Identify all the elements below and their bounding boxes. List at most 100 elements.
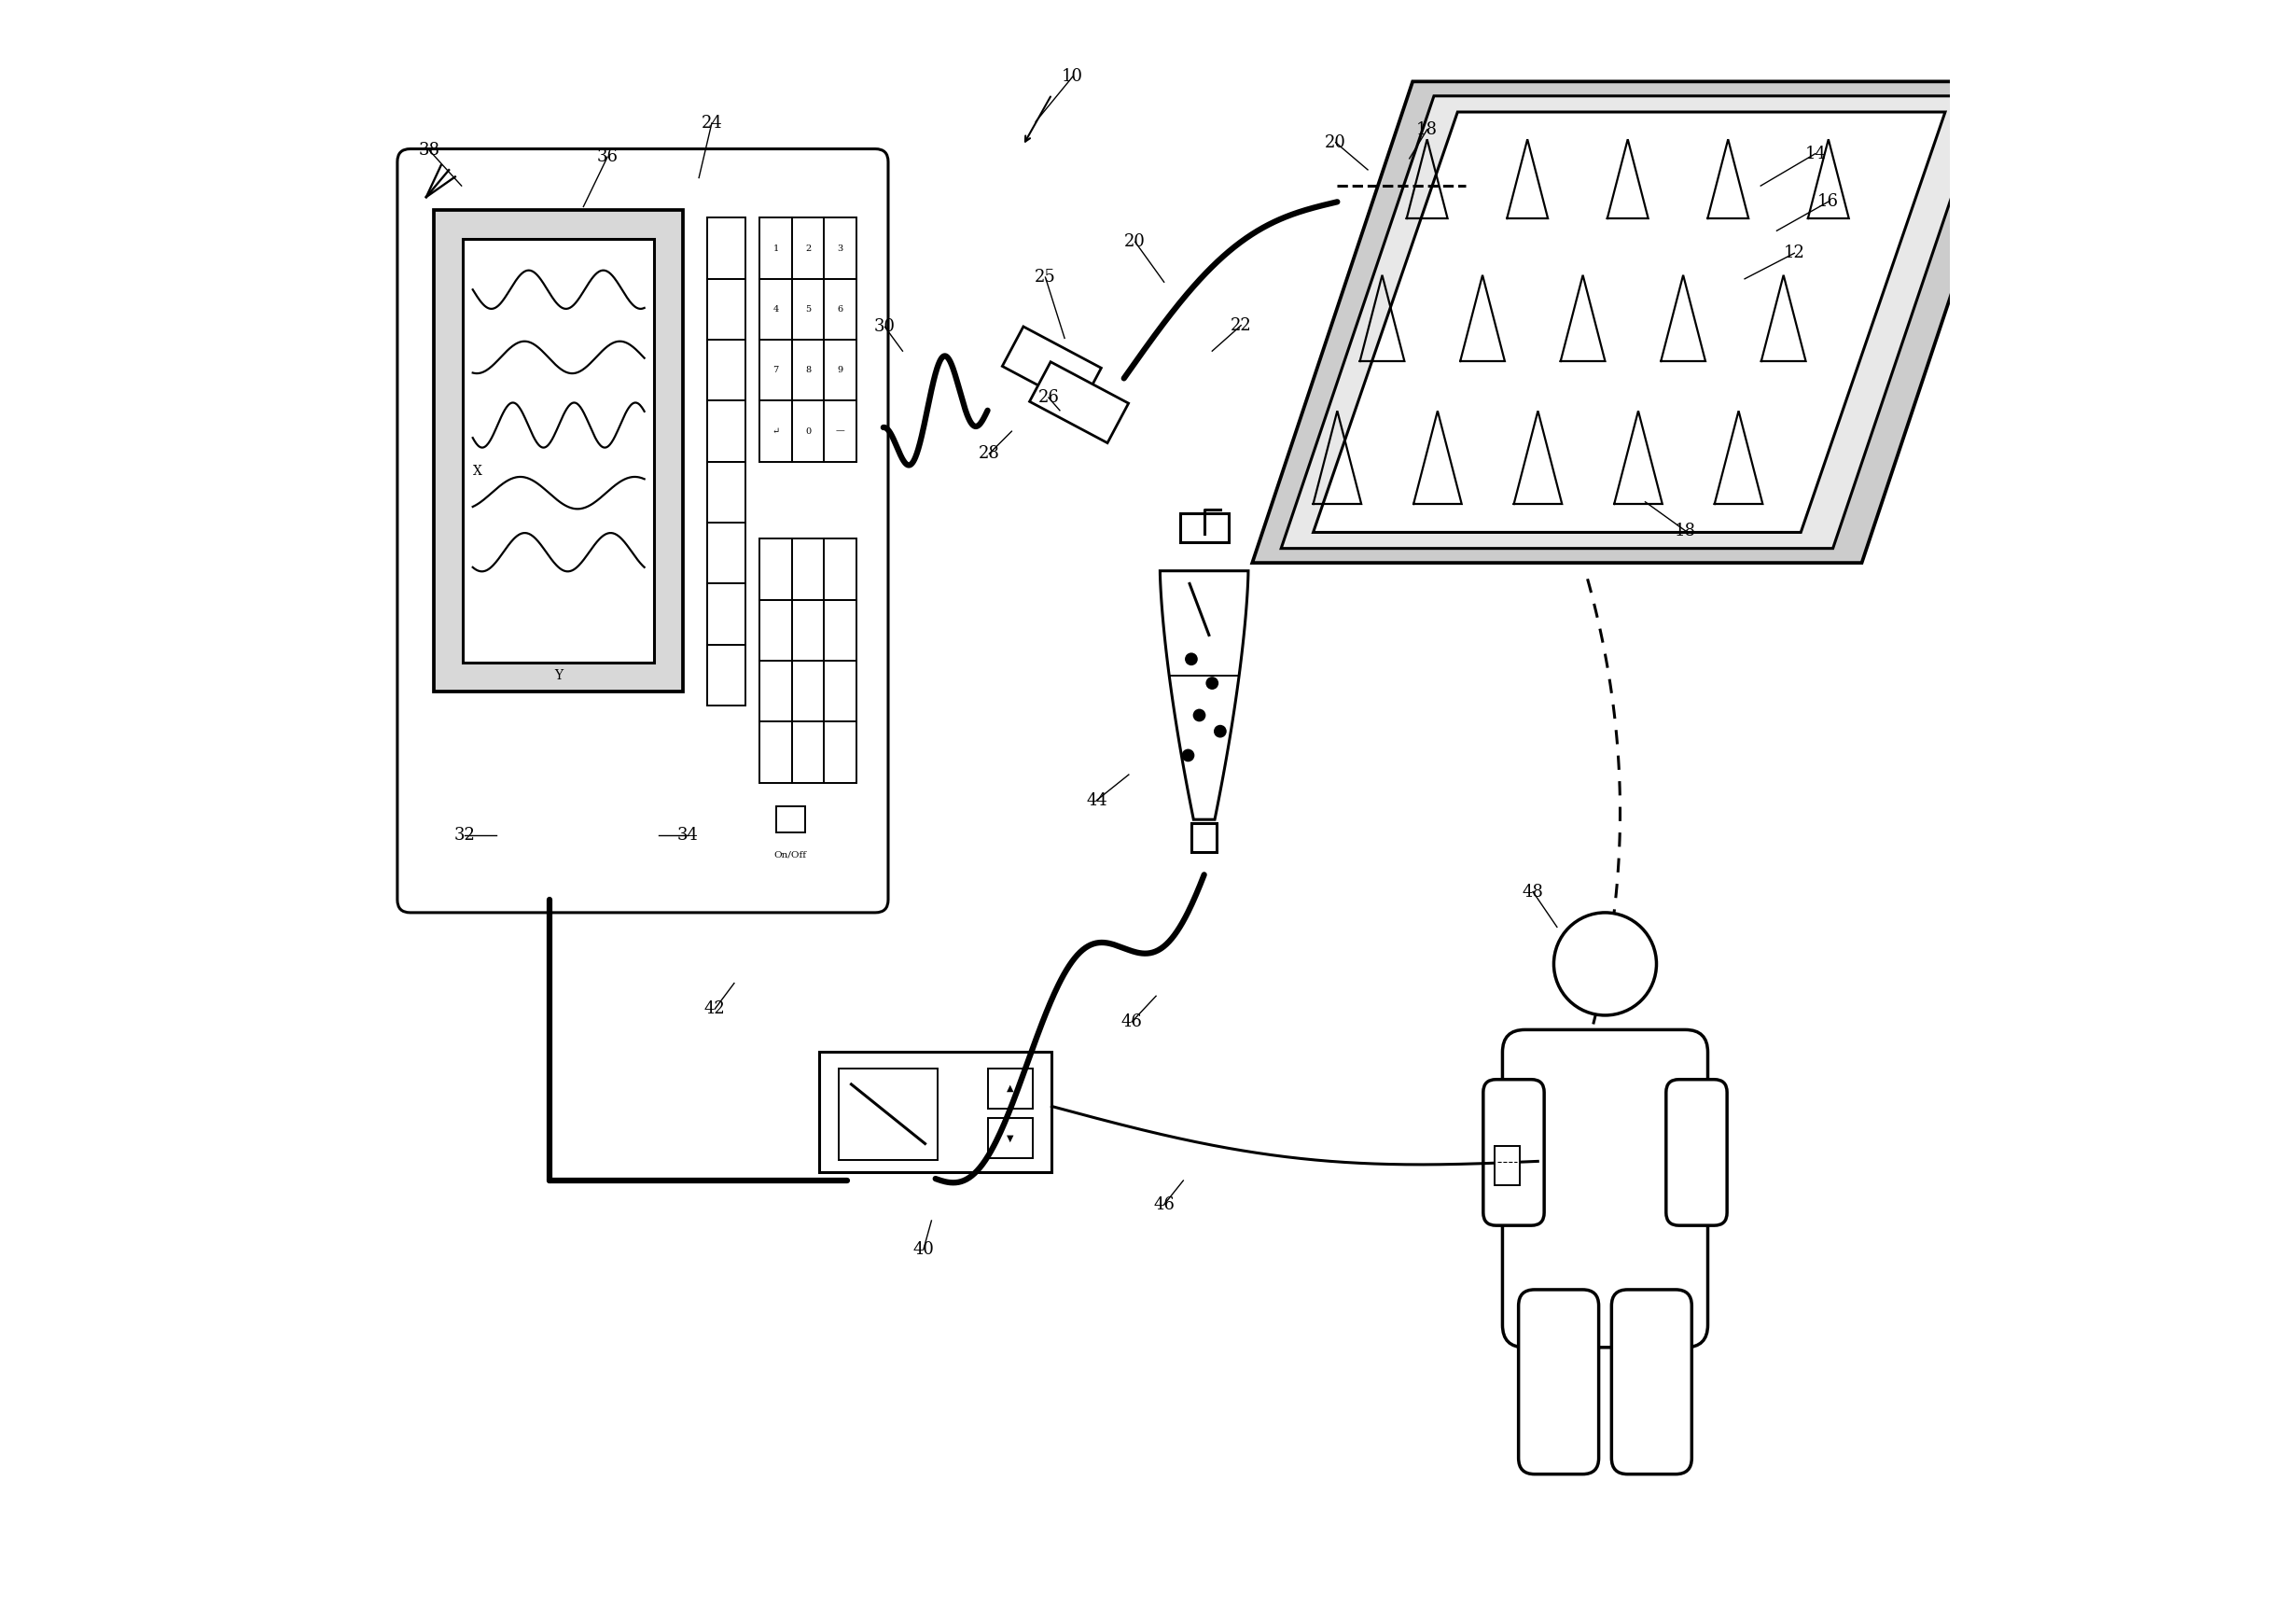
Text: 10: 10 bbox=[1061, 69, 1084, 85]
Bar bbox=[792, 219, 824, 280]
Text: ▼: ▼ bbox=[1006, 1133, 1013, 1143]
Circle shape bbox=[1182, 749, 1194, 762]
Text: 25: 25 bbox=[1035, 268, 1056, 286]
Bar bbox=[776, 807, 806, 832]
Text: 0: 0 bbox=[806, 427, 810, 435]
FancyBboxPatch shape bbox=[1502, 1030, 1708, 1347]
Bar bbox=[760, 219, 792, 280]
Text: ▲: ▲ bbox=[1006, 1083, 1013, 1093]
Text: X: X bbox=[473, 464, 482, 477]
Bar bbox=[707, 339, 746, 400]
Text: Y: Y bbox=[553, 670, 563, 683]
Bar bbox=[707, 644, 746, 705]
Text: 40: 40 bbox=[914, 1241, 934, 1258]
Bar bbox=[792, 660, 824, 722]
Bar bbox=[707, 400, 746, 461]
Text: 46: 46 bbox=[1153, 1196, 1176, 1213]
Polygon shape bbox=[1281, 96, 1986, 548]
Bar bbox=[987, 1069, 1033, 1109]
Polygon shape bbox=[1313, 112, 1945, 532]
Text: 4: 4 bbox=[774, 305, 778, 313]
Text: 3: 3 bbox=[838, 244, 843, 252]
Text: 32: 32 bbox=[455, 828, 475, 844]
Bar bbox=[760, 339, 792, 400]
Text: 26: 26 bbox=[1038, 389, 1058, 407]
Bar bbox=[1192, 823, 1217, 852]
FancyBboxPatch shape bbox=[397, 149, 889, 913]
Text: 22: 22 bbox=[1231, 317, 1251, 334]
Text: 18: 18 bbox=[1417, 121, 1437, 138]
Polygon shape bbox=[1251, 82, 2023, 562]
FancyBboxPatch shape bbox=[1612, 1290, 1692, 1474]
Bar bbox=[760, 660, 792, 722]
Polygon shape bbox=[1003, 326, 1102, 408]
Bar bbox=[824, 722, 856, 783]
Text: 1: 1 bbox=[774, 244, 778, 252]
Bar bbox=[987, 1118, 1033, 1159]
Text: 20: 20 bbox=[1325, 133, 1345, 151]
Text: 5: 5 bbox=[806, 305, 810, 313]
FancyBboxPatch shape bbox=[1667, 1080, 1727, 1226]
Text: 16: 16 bbox=[1818, 193, 1839, 211]
Bar bbox=[838, 1069, 937, 1160]
Text: 9: 9 bbox=[838, 366, 843, 374]
Text: 30: 30 bbox=[875, 318, 895, 336]
Circle shape bbox=[1185, 652, 1199, 665]
Text: 14: 14 bbox=[1805, 145, 1825, 162]
Text: 48: 48 bbox=[1522, 884, 1543, 900]
Text: 28: 28 bbox=[978, 445, 999, 463]
Bar bbox=[792, 339, 824, 400]
Text: 2: 2 bbox=[806, 244, 810, 252]
Text: 20: 20 bbox=[1125, 233, 1146, 251]
Text: ↵: ↵ bbox=[771, 427, 781, 435]
Circle shape bbox=[1215, 725, 1226, 738]
Bar bbox=[792, 280, 824, 339]
Text: —: — bbox=[836, 427, 845, 435]
Circle shape bbox=[1205, 677, 1219, 689]
Circle shape bbox=[1554, 913, 1655, 1016]
Bar bbox=[792, 538, 824, 599]
Circle shape bbox=[1194, 709, 1205, 722]
Bar bbox=[707, 522, 746, 583]
FancyBboxPatch shape bbox=[1483, 1080, 1545, 1226]
Bar bbox=[824, 280, 856, 339]
Bar bbox=[464, 239, 654, 662]
Bar bbox=[820, 1053, 1052, 1173]
Bar bbox=[824, 400, 856, 461]
Polygon shape bbox=[1159, 570, 1249, 820]
Bar bbox=[760, 599, 792, 660]
Bar bbox=[707, 583, 746, 644]
Bar bbox=[707, 219, 746, 280]
Bar bbox=[792, 400, 824, 461]
Text: 6: 6 bbox=[838, 305, 843, 313]
Text: 44: 44 bbox=[1086, 792, 1107, 808]
Text: 7: 7 bbox=[774, 366, 778, 374]
Text: 8: 8 bbox=[806, 366, 810, 374]
Text: 18: 18 bbox=[1674, 522, 1697, 540]
Text: 36: 36 bbox=[597, 148, 618, 166]
Polygon shape bbox=[1029, 362, 1130, 444]
Bar bbox=[760, 280, 792, 339]
Bar bbox=[824, 339, 856, 400]
Bar bbox=[792, 722, 824, 783]
Text: On/Off: On/Off bbox=[774, 850, 806, 860]
Bar bbox=[707, 461, 746, 522]
Text: 12: 12 bbox=[1784, 244, 1805, 262]
Bar bbox=[1180, 513, 1228, 542]
Text: 24: 24 bbox=[700, 114, 723, 132]
Bar bbox=[824, 219, 856, 280]
Text: 38: 38 bbox=[418, 141, 441, 159]
FancyBboxPatch shape bbox=[1518, 1290, 1598, 1474]
Bar bbox=[760, 400, 792, 461]
Bar bbox=[434, 211, 682, 691]
Text: 42: 42 bbox=[705, 1001, 726, 1017]
Bar bbox=[1495, 1146, 1520, 1184]
Bar bbox=[824, 599, 856, 660]
Bar bbox=[824, 538, 856, 599]
Bar bbox=[707, 280, 746, 339]
Bar bbox=[792, 599, 824, 660]
Bar bbox=[824, 660, 856, 722]
Text: 46: 46 bbox=[1120, 1014, 1143, 1030]
Bar bbox=[760, 722, 792, 783]
Text: 34: 34 bbox=[677, 828, 698, 844]
